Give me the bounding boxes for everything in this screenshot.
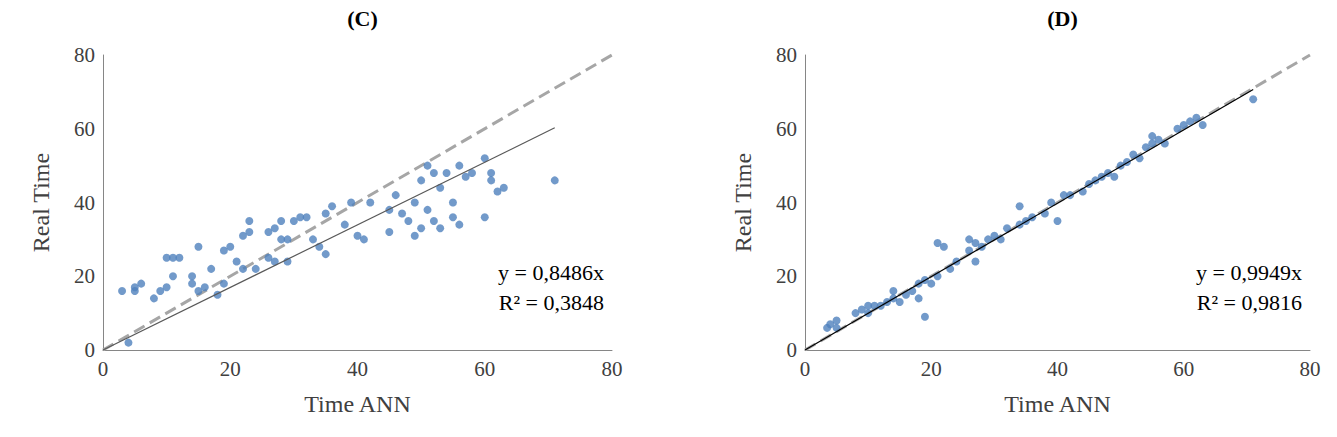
svg-text:R² = 0,3848: R² = 0,3848 [499, 290, 604, 315]
svg-text:0: 0 [800, 357, 811, 381]
svg-text:R² = 0,9816: R² = 0,9816 [1197, 290, 1302, 315]
svg-text:80: 80 [1300, 357, 1321, 381]
svg-text:40: 40 [347, 357, 368, 381]
svg-text:0: 0 [787, 338, 798, 362]
svg-text:60: 60 [74, 117, 95, 141]
svg-text:Real Time: Real Time [28, 153, 54, 252]
svg-text:60: 60 [474, 357, 495, 381]
svg-text:40: 40 [1047, 357, 1068, 381]
svg-text:40: 40 [776, 191, 797, 215]
svg-text:y = 0,8486x: y = 0,8486x [498, 260, 604, 285]
svg-text:60: 60 [1173, 357, 1194, 381]
svg-text:20: 20 [776, 264, 797, 288]
svg-text:80: 80 [74, 43, 95, 67]
svg-text:80: 80 [602, 357, 623, 381]
svg-text:0: 0 [85, 338, 96, 362]
svg-text:20: 20 [921, 357, 942, 381]
svg-text:0: 0 [98, 357, 109, 381]
svg-text:60: 60 [776, 117, 797, 141]
svg-text:Real Time: Real Time [730, 153, 756, 252]
svg-text:(D): (D) [1047, 6, 1078, 31]
svg-text:Time ANN: Time ANN [1004, 391, 1110, 417]
svg-text:20: 20 [74, 264, 95, 288]
svg-text:Time ANN: Time ANN [304, 391, 410, 417]
svg-text:(C): (C) [347, 6, 378, 31]
svg-text:20: 20 [220, 357, 241, 381]
svg-text:40: 40 [74, 191, 95, 215]
svg-text:y = 0,9949x: y = 0,9949x [1196, 260, 1302, 285]
svg-text:80: 80 [776, 43, 797, 67]
